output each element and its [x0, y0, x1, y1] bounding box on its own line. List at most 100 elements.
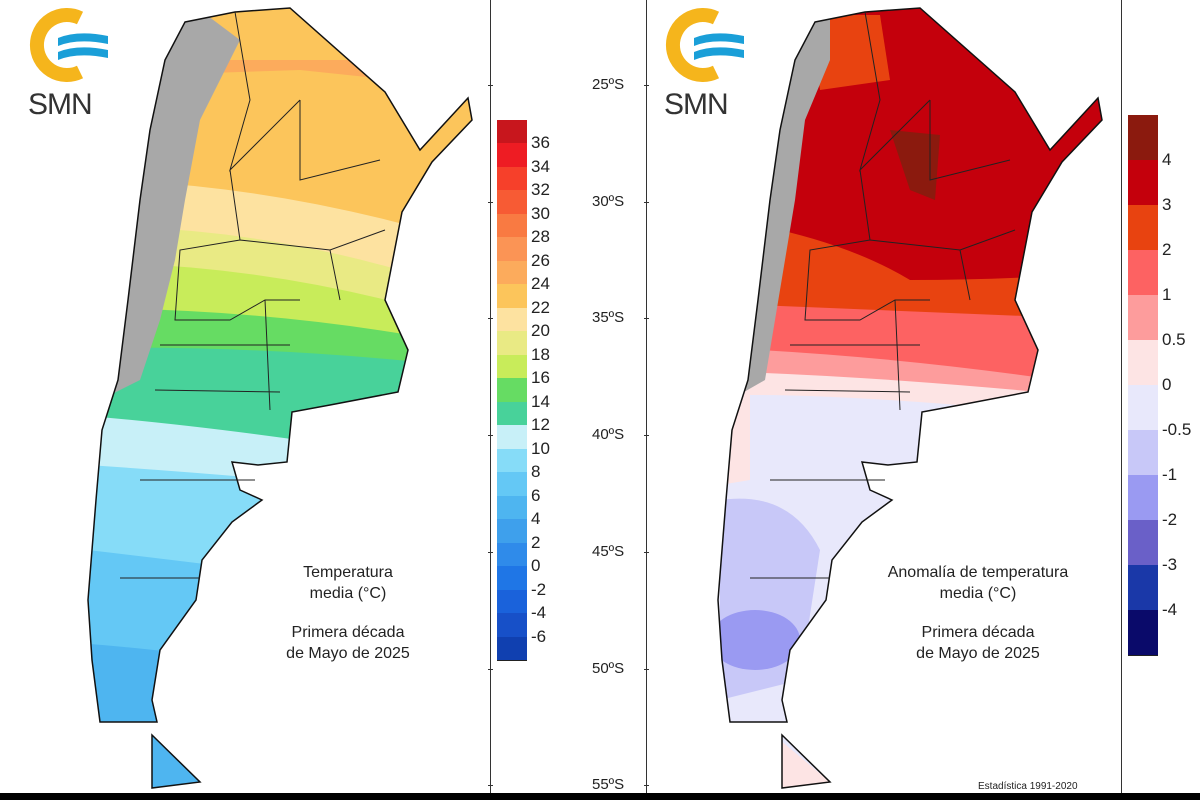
legend-bin — [497, 143, 527, 168]
legend-bin — [497, 636, 527, 661]
legend-bin — [1128, 250, 1158, 296]
smn-logo-icon — [30, 8, 108, 82]
legend-label: 30 — [531, 203, 550, 223]
latitude-tick — [488, 318, 493, 320]
legend-bin — [497, 613, 527, 638]
period-line-2: de Mayo de 2025 — [916, 645, 1040, 662]
legend-bin — [497, 120, 527, 145]
legend-bin — [497, 472, 527, 497]
legend-bin — [497, 589, 527, 615]
legend-bin — [497, 166, 527, 192]
latitude-tick — [644, 201, 649, 203]
legend-label: 8 — [531, 462, 541, 482]
legend-bin — [1128, 340, 1158, 386]
legend-label: 28 — [531, 227, 550, 247]
latitude-tick — [644, 551, 649, 553]
latitude-tick — [644, 435, 649, 437]
zone-minus2 — [718, 610, 800, 670]
legend-bin — [497, 542, 527, 568]
smn-logo-text: SMN — [28, 88, 93, 121]
latitude-label: 30ºS — [592, 192, 625, 210]
latitude-tick — [488, 201, 493, 203]
legend-label: -3 — [1162, 555, 1178, 574]
latitude-label: 50ºS — [592, 659, 625, 677]
legend-label: 0 — [1162, 375, 1172, 394]
legend-label: 10 — [531, 438, 550, 458]
legend-bin — [497, 331, 527, 356]
smn-logo-icon — [666, 8, 744, 82]
smn-logo-text: SMN — [664, 88, 729, 121]
legend-label: -2 — [1162, 510, 1178, 529]
smn-logo: SMN — [664, 6, 754, 126]
legend-bin — [497, 284, 527, 309]
legend-bin — [497, 448, 527, 474]
legend-label: 3 — [1162, 195, 1172, 214]
legend-bin — [1128, 385, 1158, 431]
legend-bin — [497, 354, 527, 380]
left-caption: Temperatura media (°C) Primera década de… — [258, 562, 438, 664]
legend-label: -4 — [1162, 600, 1178, 619]
legend-bin — [497, 237, 527, 262]
legend-bin — [497, 213, 527, 239]
legend-bin — [497, 566, 527, 591]
latitude-tick — [644, 668, 649, 670]
latitude-tick — [644, 85, 649, 86]
legend-bin — [1128, 115, 1158, 161]
legend-label: 0.5 — [1162, 330, 1186, 349]
legend-bin — [1128, 520, 1158, 566]
legend-bin — [1128, 295, 1158, 341]
legend-bin — [1128, 430, 1158, 476]
legend-label: 18 — [531, 344, 550, 364]
footnote: Estadística 1991-2020 — [978, 781, 1078, 792]
period-line-1: Primera década — [921, 624, 1035, 641]
legend-bin — [497, 260, 527, 286]
legend-label: 36 — [531, 133, 550, 153]
latitude-label: 55ºS — [592, 776, 625, 794]
legend-bin — [497, 307, 527, 333]
legend-bin — [497, 519, 527, 544]
legend-label: 6 — [531, 485, 541, 505]
latitude-tick — [488, 551, 493, 553]
legend-label: -4 — [531, 603, 547, 623]
zone-tierra-del-fuego — [780, 740, 830, 788]
legend-label: 0 — [531, 556, 541, 576]
latitude-tick — [488, 668, 493, 670]
legend-bin — [497, 401, 527, 427]
latitude-tick — [488, 85, 493, 86]
legend-label: -1 — [1162, 465, 1178, 484]
legend-bin — [1128, 610, 1158, 656]
legend-bin — [497, 425, 527, 450]
legend-label: 14 — [531, 391, 550, 411]
latitude-tick — [644, 318, 649, 320]
map-title-line-1: Anomalía de temperatura — [887, 564, 1069, 581]
legend-bin — [497, 378, 527, 403]
latitude-label: 45ºS — [592, 542, 625, 560]
legend-label: -0.5 — [1162, 420, 1192, 439]
legend-label: -6 — [531, 626, 547, 646]
legend-label: 1 — [1162, 285, 1172, 304]
latitude-label: 25ºS — [592, 76, 625, 93]
legend-label: 34 — [531, 156, 550, 176]
legend-bin — [1128, 205, 1158, 251]
legend-label: 32 — [531, 180, 550, 200]
legend-label: -2 — [531, 579, 547, 599]
legend-label: 16 — [531, 368, 550, 388]
zone-above-4 — [890, 130, 940, 200]
legend-bin — [497, 190, 527, 215]
legend-label: 12 — [531, 415, 550, 435]
legend-label: 2 — [1162, 240, 1172, 259]
latitude-label: 35ºS — [592, 309, 625, 327]
map-title: Temperatura media (°C) — [303, 564, 393, 602]
latitude-tick — [488, 435, 493, 437]
right-caption: Anomalía de temperatura media (°C) Prime… — [868, 562, 1088, 664]
legend-label: 22 — [531, 297, 550, 317]
latitude-tick — [644, 785, 649, 787]
legend-label: 4 — [531, 509, 541, 529]
legend-label: 4 — [1162, 150, 1172, 169]
bottom-bar — [0, 793, 1200, 800]
legend-label: 26 — [531, 250, 550, 270]
legend-label: 20 — [531, 321, 550, 341]
legend-label: 2 — [531, 532, 541, 552]
latitude-label: 40ºS — [592, 426, 625, 444]
